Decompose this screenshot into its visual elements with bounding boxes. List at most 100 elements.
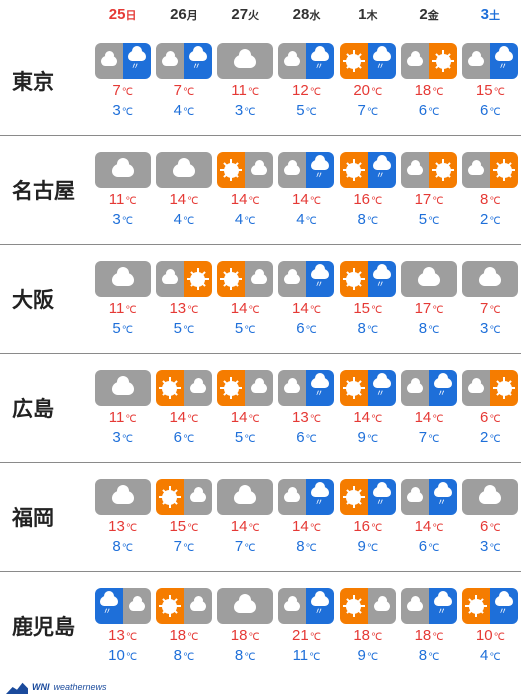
temp-high-value: 14	[231, 409, 248, 426]
temp-unit: ℃	[310, 632, 321, 643]
temp-unit: ℃	[310, 523, 321, 534]
temp-high: 18℃	[231, 627, 260, 644]
forecast-cell: 18℃8℃	[153, 572, 214, 680]
forecast-cell: 6℃3℃	[460, 463, 521, 571]
temp-high: 15℃	[476, 82, 505, 99]
weather-icon: 〃	[340, 43, 396, 79]
temp-unit: ℃	[244, 107, 255, 118]
temp-unit: ℃	[183, 87, 194, 98]
weather-icon: 〃	[278, 479, 334, 515]
header-day-number: 25	[109, 6, 126, 23]
rain-icon: 〃	[368, 479, 396, 515]
sun-icon	[217, 152, 245, 188]
sun-icon	[340, 261, 368, 297]
weather-forecast-table: 25日26月27火28水1木2金3土東京〃7℃3℃〃7℃4℃11℃3℃〃12℃5…	[0, 0, 521, 680]
weather-icon	[217, 43, 273, 79]
header-blank	[0, 0, 92, 27]
header-day-number: 3	[481, 6, 489, 23]
cloud-icon	[95, 479, 151, 515]
cloud-icon	[245, 370, 273, 406]
temp-unit: ℃	[367, 107, 378, 118]
temp-low: 3℃	[112, 102, 133, 119]
weather-icon	[462, 370, 518, 406]
temp-low-value: 2	[480, 429, 488, 446]
cloud-icon	[156, 43, 184, 79]
city-name: 東京	[0, 27, 92, 135]
temp-high: 13℃	[292, 409, 321, 426]
cloud-icon	[245, 261, 273, 297]
temp-low: 2℃	[480, 429, 501, 446]
forecast-cell: 〃7℃3℃	[92, 27, 153, 135]
temp-high: 18℃	[353, 627, 382, 644]
forecast-cell: 13℃5℃	[153, 245, 214, 353]
header-day-number: 28	[293, 6, 310, 23]
temp-high-value: 14	[415, 518, 432, 535]
forecast-cell: 〃21℃11℃	[276, 572, 337, 680]
temp-unit: ℃	[122, 434, 133, 445]
temp-unit: ℃	[371, 87, 382, 98]
rain-icon: 〃	[368, 43, 396, 79]
city-name: 福岡	[0, 463, 92, 571]
cloud-icon	[278, 152, 306, 188]
temp-unit: ℃	[244, 216, 255, 227]
forecast-cell: 〃13℃6℃	[276, 354, 337, 462]
temp-unit: ℃	[244, 543, 255, 554]
temp-low: 3℃	[112, 429, 133, 446]
temp-unit: ℃	[244, 652, 255, 663]
weather-icon: 〃	[156, 43, 212, 79]
temp-unit: ℃	[432, 632, 443, 643]
temp-unit: ℃	[432, 305, 443, 316]
watermark-logo-icon	[6, 680, 28, 694]
temp-unit: ℃	[489, 216, 500, 227]
cloud-icon	[462, 152, 490, 188]
temp-unit: ℃	[432, 196, 443, 207]
temp-low-value: 6	[174, 429, 182, 446]
rain-icon: 〃	[429, 588, 457, 624]
temp-unit: ℃	[244, 325, 255, 336]
temp-high-value: 18	[353, 627, 370, 644]
rain-icon: 〃	[368, 261, 396, 297]
temp-unit: ℃	[306, 434, 317, 445]
temp-high-value: 18	[415, 82, 432, 99]
temp-unit: ℃	[428, 543, 439, 554]
rain-icon: 〃	[123, 43, 151, 79]
sun-icon	[156, 588, 184, 624]
temp-high-value: 12	[292, 82, 309, 99]
temp-low-value: 7	[357, 102, 365, 119]
temp-low: 7℃	[235, 538, 256, 555]
temp-low: 3℃	[112, 211, 133, 228]
cloud-icon	[217, 588, 273, 624]
temp-low-value: 5	[235, 320, 243, 337]
weather-icon: 〃	[95, 43, 151, 79]
forecast-cell: 18℃6℃	[398, 27, 459, 135]
temp-high: 6℃	[480, 518, 501, 535]
temp-low: 6℃	[296, 320, 317, 337]
sun-icon	[490, 152, 518, 188]
weather-icon: 〃	[95, 588, 151, 624]
temp-low: 4℃	[174, 102, 195, 119]
watermark-brand: WNI	[32, 682, 50, 692]
rain-icon: 〃	[184, 43, 212, 79]
temp-unit: ℃	[432, 414, 443, 425]
weather-icon: 〃	[401, 370, 457, 406]
temp-unit: ℃	[489, 107, 500, 118]
temp-high-value: 14	[292, 518, 309, 535]
weather-icon: 〃	[340, 261, 396, 297]
rain-icon: 〃	[490, 588, 518, 624]
temp-high-value: 14	[292, 191, 309, 208]
temp-high: 8℃	[480, 191, 501, 208]
weather-icon: 〃	[401, 479, 457, 515]
forecast-cell: 11℃3℃	[215, 27, 276, 135]
city-name: 名古屋	[0, 136, 92, 244]
temp-unit: ℃	[183, 543, 194, 554]
temp-low: 8℃	[419, 320, 440, 337]
temp-low: 4℃	[480, 647, 501, 664]
temp-low-value: 5	[296, 102, 304, 119]
header-day-suffix: 日	[125, 10, 136, 22]
weather-icon	[156, 588, 212, 624]
temp-high: 14℃	[231, 191, 260, 208]
cloud-icon	[184, 479, 212, 515]
temp-low: 8℃	[419, 647, 440, 664]
forecast-cell: 14℃7℃	[215, 463, 276, 571]
temp-unit: ℃	[489, 652, 500, 663]
